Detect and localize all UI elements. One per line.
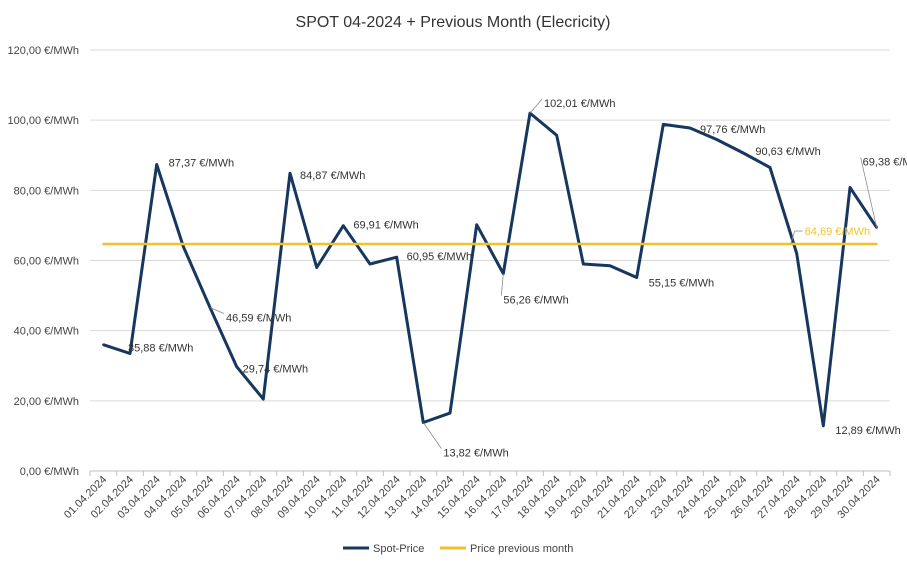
data-label: 60,95 €/MWh bbox=[407, 251, 472, 263]
spot-price-point bbox=[475, 223, 478, 226]
previous-month-point bbox=[582, 242, 585, 246]
previous-month-point bbox=[742, 242, 745, 246]
grid bbox=[90, 49, 890, 472]
previous-month-point bbox=[502, 242, 505, 246]
spot-price-point bbox=[155, 163, 158, 166]
spot-price-point bbox=[635, 276, 638, 279]
data-label: 13,82 €/MWh bbox=[443, 448, 508, 460]
previous-month-point bbox=[395, 242, 398, 246]
y-tick-label: 120,00 €/MWh bbox=[7, 45, 79, 57]
spot-price-point bbox=[368, 262, 372, 266]
spot-price-point bbox=[742, 151, 745, 155]
spot-price-point bbox=[182, 245, 185, 248]
data-label: 69,38 €/MWh bbox=[863, 157, 907, 169]
y-tick-label: 100,00 €/MWh bbox=[7, 115, 79, 127]
data-label-leader bbox=[423, 422, 442, 449]
previous-month-point bbox=[288, 242, 292, 246]
previous-month-point bbox=[315, 242, 318, 246]
previous-month-point bbox=[182, 242, 185, 246]
previous-month-point bbox=[768, 242, 772, 246]
previous-month-point bbox=[688, 242, 692, 246]
spot-price-point bbox=[235, 365, 238, 368]
previous-month-point bbox=[422, 242, 425, 246]
previous-month-point bbox=[208, 242, 212, 246]
legend-spot-price-label: Spot-Price bbox=[373, 543, 424, 555]
spot-price-line bbox=[102, 111, 878, 428]
data-label-leader bbox=[529, 98, 543, 114]
plot-area bbox=[102, 111, 878, 428]
previous-month-point bbox=[662, 242, 665, 246]
spot-price-point bbox=[448, 411, 452, 415]
data-label: 35,88 €/MWh bbox=[128, 342, 193, 354]
previous-month-point bbox=[342, 242, 345, 246]
previous-month-label-leader bbox=[790, 230, 796, 245]
previous-month-point bbox=[822, 242, 825, 246]
y-tick-label: 20,00 €/MWh bbox=[14, 396, 79, 408]
chart-title: SPOT 04-2024 + Previous Month (Elecricit… bbox=[296, 14, 611, 31]
previous-month-point bbox=[155, 242, 158, 246]
spot-price-point bbox=[102, 343, 105, 346]
spot-price-point bbox=[848, 186, 852, 189]
data-label: 90,63 €/MWh bbox=[755, 146, 820, 158]
legend-previous-month-label: Price previous month bbox=[470, 543, 573, 555]
data-label-leader bbox=[500, 273, 504, 296]
y-tick-label: 80,00 €/MWh bbox=[14, 185, 79, 197]
spot-price-point bbox=[688, 126, 692, 130]
data-label-leader bbox=[860, 157, 878, 228]
legend: Spot-Price Price previous month bbox=[343, 543, 573, 555]
spot-price-point bbox=[715, 138, 718, 141]
data-label-leader bbox=[209, 307, 225, 314]
previous-month-point bbox=[875, 242, 878, 246]
y-tick-label: 40,00 €/MWh bbox=[14, 326, 79, 338]
spot-price-point bbox=[608, 264, 612, 267]
previous-month-label: 64,69 €/MWh bbox=[805, 226, 870, 238]
data-label: 46,59 €/MWh bbox=[226, 313, 291, 325]
spot-price-point bbox=[288, 172, 292, 175]
data-label: 12,89 €/MWh bbox=[835, 425, 900, 437]
previous-month-point bbox=[128, 242, 132, 246]
y-tick-label: 60,00 €/MWh bbox=[14, 256, 79, 268]
data-label: 29,74 €/MWh bbox=[243, 364, 308, 376]
spot-price-point bbox=[822, 424, 825, 427]
previous-month-point bbox=[848, 242, 852, 246]
data-labels: 35,88 €/MWh 87,37 €/MWh 46,59 €/MWh 29,74 €… bbox=[128, 98, 907, 459]
data-label: 69,91 €/MWh bbox=[353, 220, 418, 232]
data-label: 102,01 €/MWh bbox=[544, 98, 616, 110]
spot-price-point bbox=[262, 397, 265, 401]
previous-month-point bbox=[235, 242, 238, 246]
spot-price-point bbox=[768, 166, 772, 169]
data-label: 97,76 €/MWh bbox=[700, 124, 765, 136]
x-axis: 01.04.202402.04.202403.04.202404.04.2024… bbox=[62, 471, 891, 521]
previous-month-point bbox=[635, 242, 638, 246]
spot-price-point bbox=[555, 134, 558, 137]
previous-month-point bbox=[795, 242, 798, 246]
previous-month-point bbox=[262, 242, 265, 246]
previous-month-point bbox=[368, 242, 372, 246]
spot-price-point bbox=[395, 255, 398, 259]
spot-price-point bbox=[342, 224, 345, 227]
spot-price-point bbox=[795, 252, 798, 255]
spot-price-point bbox=[662, 123, 665, 126]
data-label: 84,87 €/MWh bbox=[300, 170, 365, 182]
spot-price-point bbox=[582, 262, 585, 266]
spot-price-point bbox=[315, 266, 318, 269]
data-label: 87,37 €/MWh bbox=[169, 157, 234, 169]
previous-month-point bbox=[715, 242, 718, 246]
y-axis: 0,00 €/MWh 20,00 €/MWh 40,00 €/MWh 60,00 €/… bbox=[7, 45, 79, 478]
data-label: 56,26 €/MWh bbox=[503, 295, 568, 307]
y-tick-label: 0,00 €/MWh bbox=[20, 466, 79, 478]
previous-month-point bbox=[528, 242, 532, 246]
data-label: 55,15 €/MWh bbox=[649, 278, 714, 290]
previous-month-point bbox=[448, 242, 452, 246]
previous-month-point bbox=[102, 242, 105, 246]
previous-month-point bbox=[608, 242, 612, 246]
previous-month-point bbox=[555, 242, 558, 246]
spot-price-point bbox=[128, 352, 132, 355]
previous-month-point bbox=[475, 242, 478, 246]
